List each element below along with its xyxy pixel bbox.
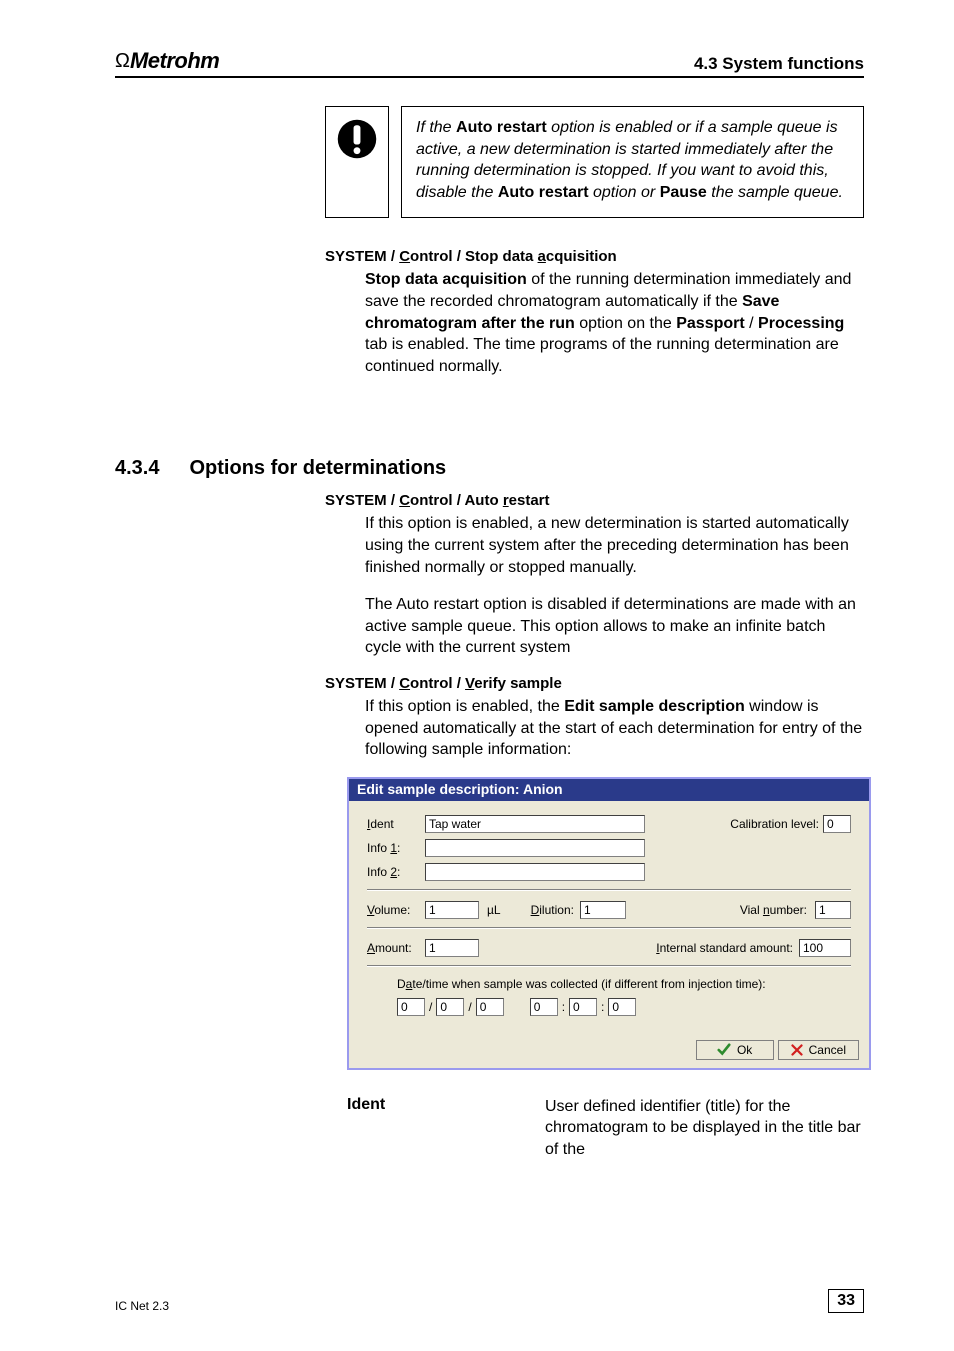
separator-2: [367, 927, 851, 929]
menu-path-verify-sample: SYSTEM / Control / Verify sample: [325, 675, 864, 692]
amount-input[interactable]: [425, 939, 479, 957]
logo: ΩMetrohm: [115, 48, 219, 74]
time-min-input[interactable]: [569, 998, 597, 1016]
row-date-time: / / : :: [397, 998, 851, 1016]
menu-path-auto-restart: SYSTEM / Control / Auto restart: [325, 492, 864, 509]
heading-number: 4.3.4: [115, 457, 159, 480]
label-internal-standard-amount: Internal standard amount:: [656, 941, 793, 955]
auto-restart-p1: If this option is enabled, a new determi…: [365, 513, 864, 578]
section-ref: 4.3 System functions: [694, 54, 864, 74]
separator-1: [367, 889, 851, 891]
logo-omega-icon: Ω: [115, 50, 130, 72]
ident-definition: Ident User defined identifier (title) fo…: [347, 1096, 864, 1161]
stop-acquisition-body: Stop data acquisition of the running det…: [365, 269, 864, 377]
heading-title: Options for determinations: [189, 457, 446, 480]
heading-4-3-4: 4.3.4 Options for determinations: [115, 457, 864, 480]
edit-sample-dialog: Edit sample description: Anion Ident Cal…: [347, 777, 871, 1070]
info1-input[interactable]: [425, 839, 645, 857]
edit-sample-dialog-wrap: Edit sample description: Anion Ident Cal…: [347, 777, 864, 1070]
ident-input[interactable]: [425, 815, 645, 833]
time-hour-input[interactable]: [530, 998, 558, 1016]
warning-icon-cell: [325, 106, 389, 218]
vial-number-input[interactable]: [815, 901, 851, 919]
page-header: ΩMetrohm 4.3 System functions: [115, 48, 864, 78]
calibration-level-input[interactable]: [823, 815, 851, 833]
info2-input[interactable]: [425, 863, 645, 881]
x-icon: [791, 1044, 803, 1056]
auto-restart-p2: The Auto restart option is disabled if d…: [365, 594, 864, 659]
verify-sample-body: If this option is enabled, the Edit samp…: [365, 696, 864, 761]
time-sec-input[interactable]: [608, 998, 636, 1016]
warning-box: If the Auto restart option is enabled or…: [325, 106, 864, 218]
footer-left: IC Net 2.3: [115, 1299, 169, 1313]
label-calibration-level: Calibration level:: [730, 817, 819, 831]
label-info2: Info 2:: [367, 865, 425, 879]
menu-path-stop-acquisition: SYSTEM / Control / Stop data acquisition: [325, 248, 864, 265]
label-info1: Info 1:: [367, 841, 425, 855]
dialog-buttons: Ok Cancel: [349, 1034, 869, 1068]
volume-input[interactable]: [425, 901, 479, 919]
date-day-input[interactable]: [397, 998, 425, 1016]
separator-3: [367, 965, 851, 967]
page-number: 33: [828, 1289, 864, 1313]
dialog-title: Edit sample description: Anion: [349, 779, 869, 801]
label-volume: Volume:: [367, 903, 425, 917]
label-amount: Amount:: [367, 941, 425, 955]
warning-text: If the Auto restart option is enabled or…: [401, 106, 864, 218]
date-month-input[interactable]: [436, 998, 464, 1016]
ident-def-text: User defined identifier (title) for the …: [545, 1096, 864, 1161]
row-amount: Amount: Internal standard amount:: [367, 939, 851, 957]
label-dilution: Dilution:: [531, 903, 574, 917]
logo-text: Metrohm: [130, 48, 219, 73]
dialog-body: Ident Calibration level: Info 1: Info 2:…: [349, 801, 869, 1034]
cancel-button[interactable]: Cancel: [778, 1040, 859, 1060]
row-info1: Info 1:: [367, 839, 851, 857]
date-year-input[interactable]: [476, 998, 504, 1016]
row-info2: Info 2:: [367, 863, 851, 881]
dilution-input[interactable]: [580, 901, 626, 919]
row-ident: Ident Calibration level:: [367, 815, 851, 833]
row-volume: Volume: µL Dilution: Vial number:: [367, 901, 851, 919]
internal-standard-amount-input[interactable]: [799, 939, 851, 957]
check-icon: [717, 1043, 731, 1057]
label-vial-number: Vial number:: [740, 903, 807, 917]
label-ident: Ident: [367, 817, 425, 831]
ident-term: Ident: [347, 1096, 537, 1161]
volume-unit: µL: [487, 903, 501, 917]
label-date-time: Date/time when sample was collected (if …: [397, 977, 851, 992]
page-footer: IC Net 2.3 33: [115, 1289, 864, 1313]
exclamation-icon: [335, 117, 379, 161]
ok-button[interactable]: Ok: [696, 1040, 774, 1060]
